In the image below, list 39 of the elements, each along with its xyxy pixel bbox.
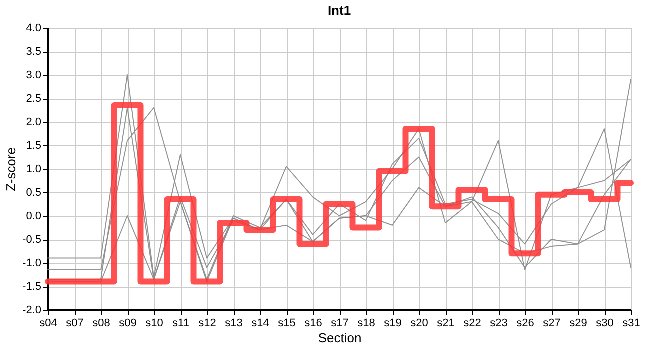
x-tick-label: s10 <box>146 318 164 330</box>
x-tick-label: s11 <box>172 318 190 330</box>
x-tick-label: s27 <box>543 318 561 330</box>
x-tick-label: s29 <box>570 318 588 330</box>
y-tick-label: -1.5 <box>22 281 42 293</box>
y-tick-label: 2.0 <box>26 116 42 128</box>
y-tick-label: 0.5 <box>26 187 42 199</box>
x-tick-label: s19 <box>384 318 402 330</box>
y-tick-label: -0.5 <box>22 234 42 246</box>
y-tick-label: 3.0 <box>26 70 42 82</box>
x-tick-label: s15 <box>278 318 296 330</box>
y-tick-label: 3.5 <box>26 46 42 58</box>
x-tick-label: s18 <box>358 318 376 330</box>
y-tick-label: -2.0 <box>22 304 42 316</box>
x-tick-label: s12 <box>198 318 216 330</box>
x-tick-label: s17 <box>331 318 349 330</box>
x-tick-label: s20 <box>410 318 428 330</box>
x-tick-label: s23 <box>490 318 508 330</box>
y-tick-label: -1.0 <box>22 258 42 270</box>
x-tick-label: s21 <box>437 318 455 330</box>
x-tick-label: s22 <box>464 318 482 330</box>
x-tick-label: s04 <box>40 318 58 330</box>
y-tick-label: 1.5 <box>26 140 42 152</box>
y-axis-title: Z-score <box>4 147 19 192</box>
x-axis-title: Section <box>318 330 362 346</box>
x-tick-label: s30 <box>596 318 614 330</box>
chart-title: Int1 <box>328 3 352 18</box>
y-tick-label: 0.0 <box>26 210 42 222</box>
y-tick-label: 1.0 <box>26 164 42 176</box>
x-tick-label: s13 <box>225 318 243 330</box>
x-tick-label: s31 <box>622 318 640 330</box>
x-tick-label: s26 <box>516 318 534 330</box>
y-tick-label: 2.5 <box>26 93 42 105</box>
x-tick-label: s09 <box>119 318 137 330</box>
y-tick-label: 4.0 <box>26 22 42 34</box>
x-tick-label: s08 <box>92 318 110 330</box>
x-tick-label: s14 <box>252 318 270 330</box>
x-tick-label: s16 <box>304 318 322 330</box>
x-tick-label: s07 <box>66 318 84 330</box>
